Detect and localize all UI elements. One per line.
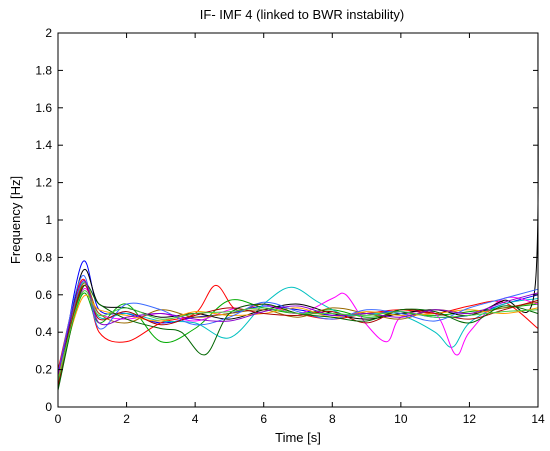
x-tick-label: 4 xyxy=(192,412,199,426)
series-line-13 xyxy=(57,290,539,381)
y-axis-label: Frequency [Hz] xyxy=(8,176,23,264)
series-line-12 xyxy=(57,280,539,376)
y-tick-label: 0.2 xyxy=(35,363,52,377)
y-tick-label: 1.4 xyxy=(35,138,52,152)
series-line-6 xyxy=(57,32,539,389)
plot-lines xyxy=(57,32,539,391)
series-line-9 xyxy=(57,275,539,374)
series-line-10 xyxy=(57,284,539,387)
plot-frame xyxy=(57,32,539,408)
series-line-1 xyxy=(57,260,539,389)
series-line-2 xyxy=(57,279,539,370)
y-tick-label: 1.8 xyxy=(35,63,52,77)
x-tick-label: 12 xyxy=(463,412,477,426)
y-tick-label: 0.4 xyxy=(35,325,52,339)
series-line-11 xyxy=(57,284,539,391)
y-tick-label: 1.2 xyxy=(35,176,52,190)
y-tick-label: 0.6 xyxy=(35,288,52,302)
x-tick-label: 2 xyxy=(123,412,130,426)
series-line-8 xyxy=(57,294,539,378)
y-tick-label: 1.6 xyxy=(35,101,52,115)
x-tick-label: 0 xyxy=(55,412,62,426)
series-line-7 xyxy=(57,282,539,383)
series-line-5 xyxy=(57,288,539,381)
y-tick-label: 1 xyxy=(45,213,52,227)
x-axis-ticks: 0 2 4 6 8 10 12 14 xyxy=(55,33,545,426)
x-axis-label: Time [s] xyxy=(275,430,321,445)
series-line-4 xyxy=(57,281,539,380)
x-tick-label: 8 xyxy=(329,412,336,426)
y-axis-ticks: 0 0.2 0.4 0.6 0.8 1 1.2 1.4 1.6 1.8 2 xyxy=(35,26,538,414)
y-tick-label: 0.8 xyxy=(35,250,52,264)
chart-title: IF- IMF 4 (linked to BWR instability) xyxy=(200,7,404,22)
y-tick-label: 0 xyxy=(45,400,52,414)
x-tick-label: 10 xyxy=(394,412,408,426)
y-tick-label: 2 xyxy=(45,26,52,40)
x-tick-label: 14 xyxy=(531,412,545,426)
x-tick-label: 6 xyxy=(260,412,267,426)
